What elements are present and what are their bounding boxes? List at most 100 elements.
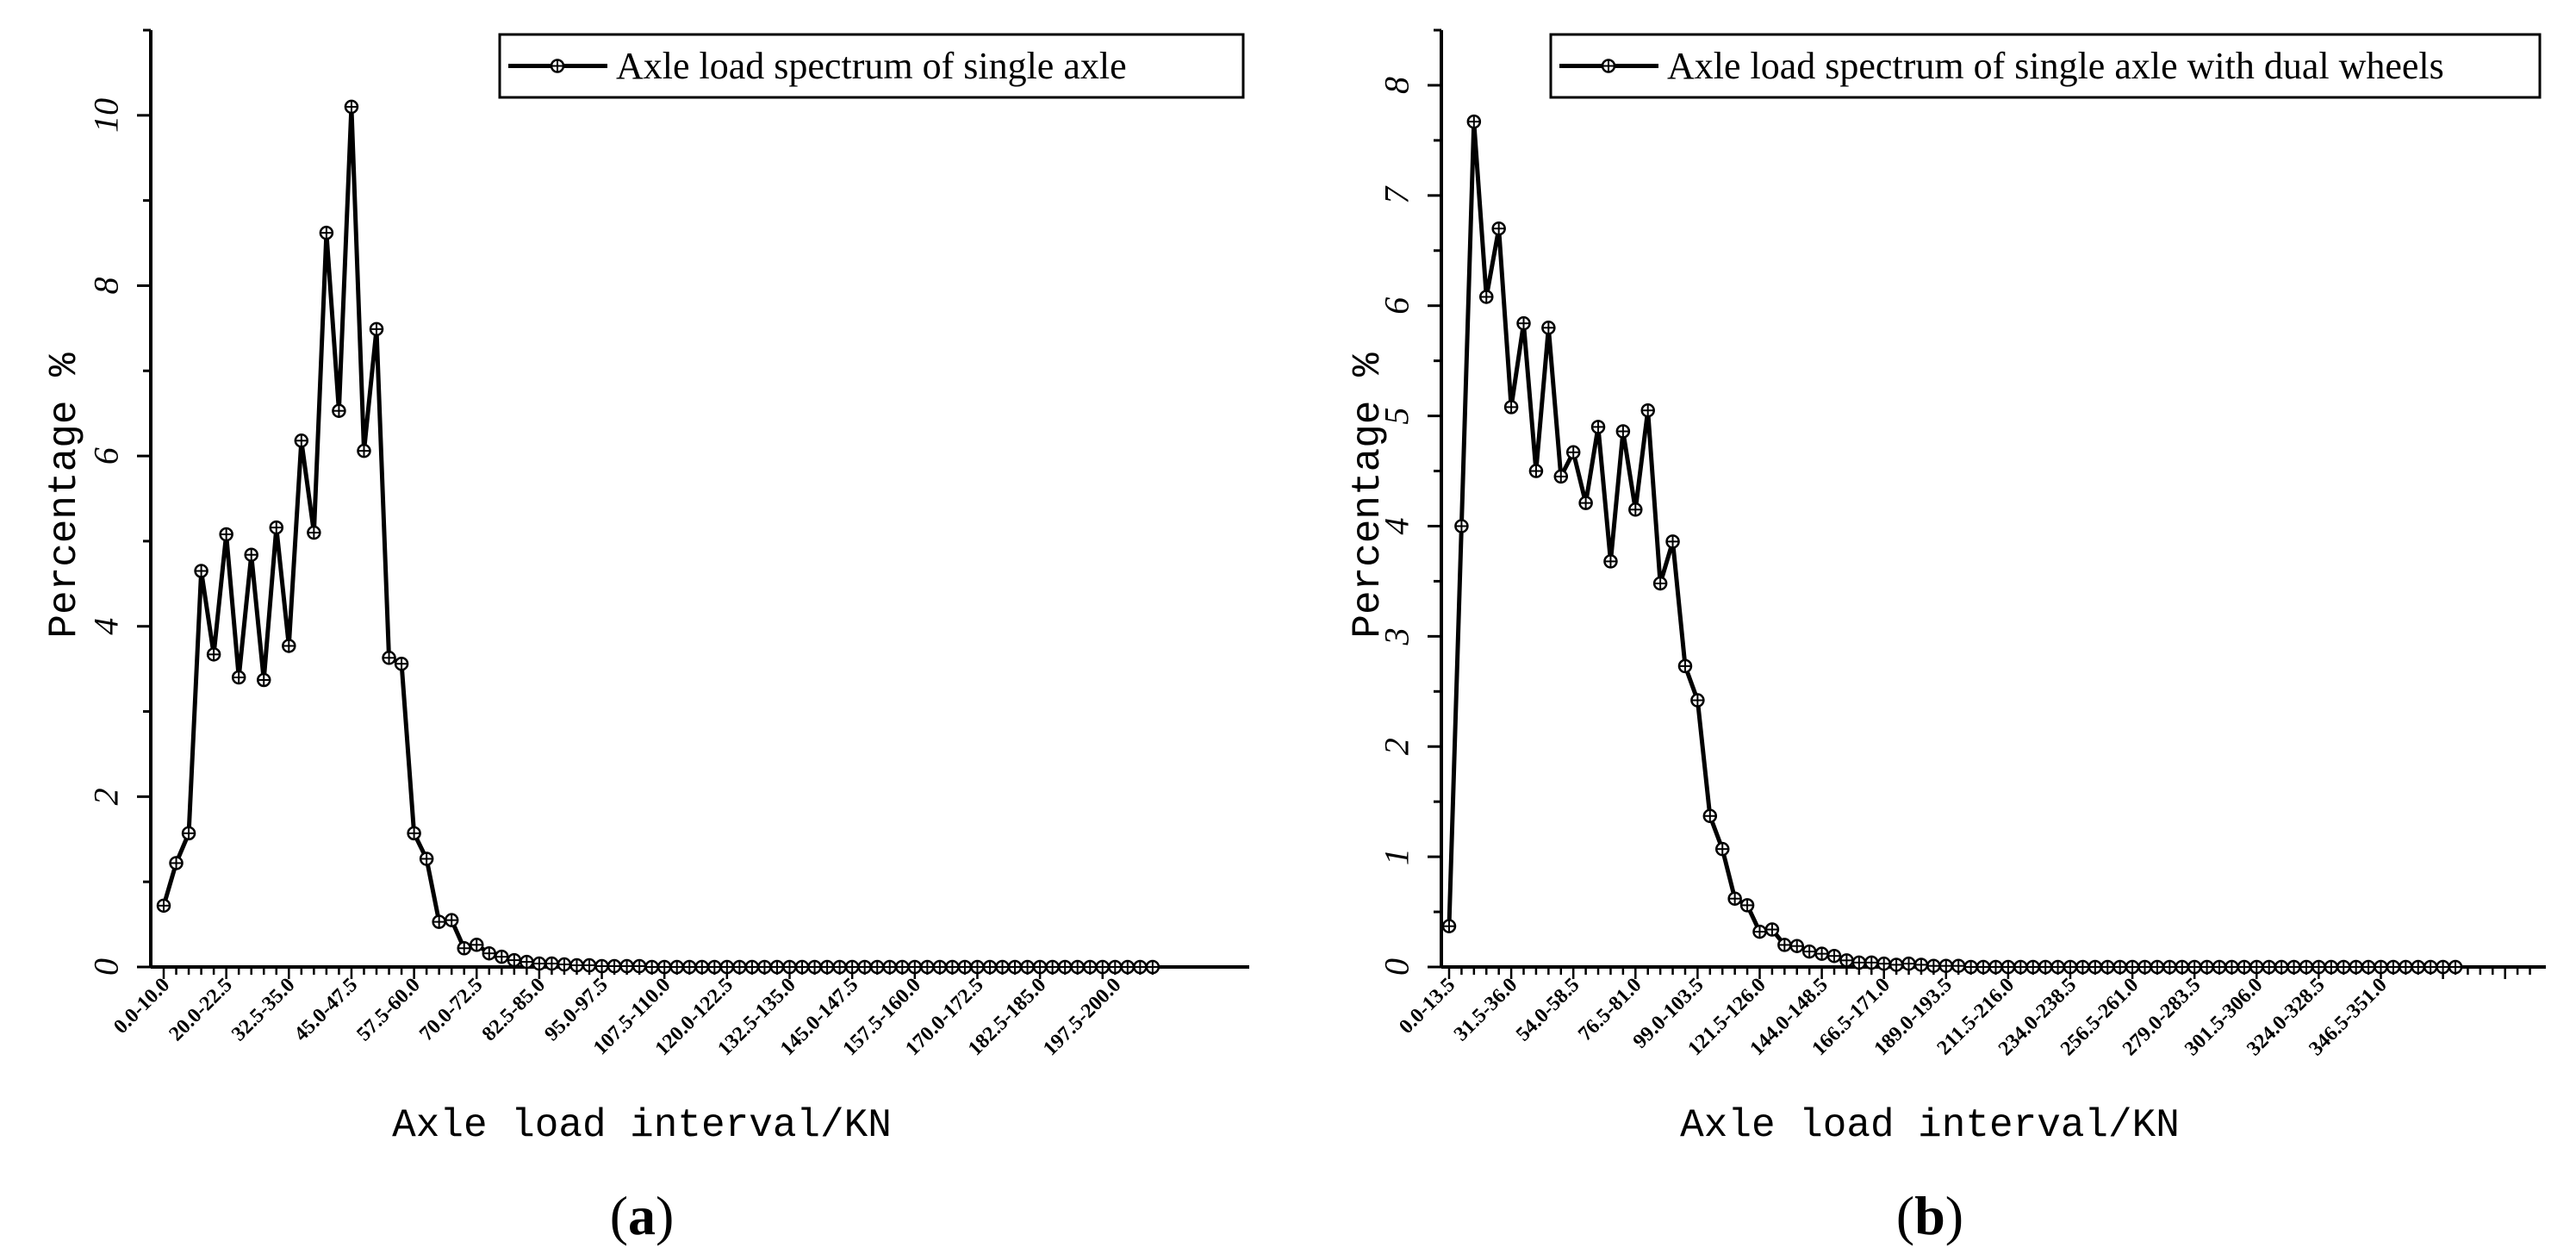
data-point (844, 959, 860, 975)
data-point (1789, 939, 1805, 953)
data-point (2125, 959, 2140, 975)
data-point (2100, 959, 2115, 975)
data-point (794, 959, 810, 975)
data-point (2075, 959, 2090, 975)
data-point (231, 670, 246, 685)
x-tick-label: 57.5-60.0 (352, 974, 424, 1045)
data-point (2262, 959, 2276, 975)
data-point (1528, 464, 1544, 478)
data-point (2224, 959, 2239, 975)
data-point (2063, 959, 2078, 975)
series-line (1447, 119, 2455, 970)
data-point (1441, 919, 1457, 933)
data-point (1938, 958, 1954, 973)
data-point (1839, 953, 1854, 968)
data-point (2200, 959, 2214, 975)
data-point (206, 647, 221, 662)
data-point (1603, 554, 1618, 569)
y-tick-label: 4 (87, 618, 126, 635)
data-point (1020, 959, 1035, 975)
x-tick-label: 31.5-36.0 (1450, 974, 1521, 1045)
data-point (945, 959, 960, 975)
data-point (656, 959, 672, 975)
data-point (769, 959, 785, 975)
x-tick-label: 54.0-58.5 (1512, 974, 1584, 1045)
data-point (432, 914, 446, 929)
data-point (2448, 959, 2463, 975)
data-point (2212, 959, 2227, 975)
data-point (319, 225, 334, 240)
data-point (557, 957, 572, 972)
x-tick-label: 45.0-47.5 (290, 974, 362, 1045)
y-tick-label: 5 (1378, 408, 1416, 425)
data-point (782, 959, 797, 975)
data-point (1677, 658, 1693, 674)
data-point (1516, 315, 1531, 331)
data-point (682, 959, 697, 975)
data-point (2274, 959, 2289, 975)
data-point (1007, 959, 1023, 975)
data-point (1032, 959, 1048, 975)
y-tick-label: 2 (1378, 738, 1416, 755)
data-point (1491, 221, 1506, 236)
data-point (2423, 959, 2438, 975)
y-tick-label: 8 (87, 277, 126, 294)
data-point (2237, 959, 2252, 975)
data-point (369, 321, 384, 337)
data-point (719, 959, 735, 975)
data-point (2150, 959, 2165, 975)
data-point (2162, 959, 2177, 975)
data-point (2287, 959, 2301, 975)
data-point (181, 826, 196, 841)
data-point (2336, 959, 2351, 975)
data-point (1777, 938, 1792, 952)
data-point (819, 959, 835, 975)
legend-text: Axle load spectrum of single axle (616, 45, 1127, 87)
data-point (2411, 959, 2426, 975)
data-point (219, 527, 233, 542)
data-point (2187, 959, 2202, 975)
data-point (2175, 959, 2190, 975)
data-point (1541, 321, 1556, 335)
data-point (2249, 959, 2264, 975)
data-point (582, 957, 597, 973)
data-point (1963, 959, 1978, 975)
data-point (2349, 959, 2363, 975)
chart-b: 0123456780.0-13.531.5-36.054.0-58.576.5-… (1346, 28, 2546, 1246)
data-point (807, 959, 822, 975)
data-point (594, 958, 609, 974)
data-point (607, 958, 622, 974)
data-point (2324, 959, 2339, 975)
data-point (619, 958, 634, 974)
data-point (1739, 898, 1755, 913)
data-point (970, 959, 985, 975)
y-tick-label: 2 (87, 788, 126, 805)
legend-text: Axle load spectrum of single axle with d… (1667, 45, 2444, 87)
x-tick-label: 197.5-200.0 (1039, 974, 1125, 1060)
data-point (1814, 946, 1829, 961)
data-point (1702, 808, 1718, 824)
data-point (744, 959, 760, 975)
data-point (532, 956, 547, 971)
data-point (1578, 496, 1593, 510)
data-point (1901, 956, 1916, 971)
panel-label: (b) (1896, 1185, 1963, 1246)
data-point (307, 525, 321, 540)
data-point (1665, 534, 1680, 549)
data-point (1727, 891, 1742, 906)
data-point (419, 851, 434, 866)
data-point (332, 403, 346, 418)
data-point (1565, 445, 1581, 460)
data-point (1454, 519, 1469, 533)
legend: Axle load spectrum of single axle with d… (1549, 33, 2542, 99)
y-tick-label: 0 (1378, 958, 1416, 976)
panel-label: (a) (610, 1185, 675, 1246)
data-point (1590, 420, 1606, 434)
data-point (882, 959, 897, 975)
x-tick-label: 0.0-10.0 (109, 974, 174, 1039)
data-point (2299, 959, 2314, 975)
chart-a: 0 2 4 6 8 10 0.0-10.020.0-22.532.5-35.045.0-47… (42, 28, 1249, 1246)
data-point (282, 639, 296, 653)
data-point (156, 898, 171, 914)
x-axis-title: Axle load interval/KN (392, 1103, 892, 1148)
